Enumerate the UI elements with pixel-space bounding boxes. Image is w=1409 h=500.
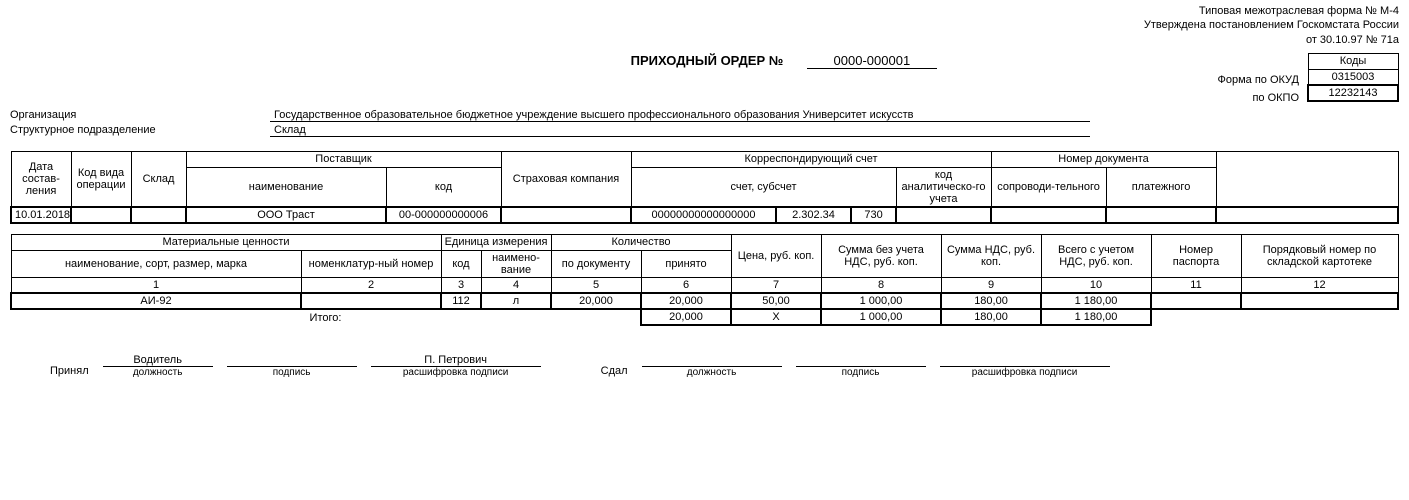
h-blank: [1216, 151, 1398, 207]
order-number: 0000-000001: [807, 53, 937, 69]
item-row: АИ-92 112 л 20,000 20,000 50,00 1 000,00…: [11, 293, 1398, 309]
r-acc3: 730: [851, 207, 896, 223]
h-accomp: сопроводи-тельного: [991, 167, 1106, 207]
h-unit-code: код: [441, 250, 481, 277]
received-decrypt: П. Петрович: [371, 354, 541, 367]
h-supplier-code: код: [386, 167, 501, 207]
h-opcode: Код вида операции: [71, 151, 131, 207]
h-total: Всего с учетом НДС, руб. коп.: [1041, 234, 1151, 277]
h-mat-name: наименование, сорт, размер, марка: [11, 250, 301, 277]
h-passport: Номер паспорта: [1151, 234, 1241, 277]
itogo-row: Итого: 20,000 X 1 000,00 180,00 1 180,00: [11, 309, 1398, 325]
h-qty-acc: принято: [641, 250, 731, 277]
h-nomen: номенклатур-ный номер: [301, 250, 441, 277]
received-position: Водитель: [103, 354, 213, 367]
org-value: Государственное образовательное бюджетно…: [270, 109, 1090, 122]
r-acc1: 00000000000000000: [631, 207, 776, 223]
r-acc2: 2.302.34: [776, 207, 851, 223]
r-supplier-code: 00-000000000006: [386, 207, 501, 223]
received-label: Принял: [50, 365, 89, 378]
h-payment: платежного: [1106, 167, 1216, 207]
h-sum-no-vat: Сумма без учета НДС, руб. коп.: [821, 234, 941, 277]
h-unit: Единица измерения: [441, 234, 551, 250]
r-supplier-name: ООО Траст: [186, 207, 386, 223]
okpo-value: 12232143: [1308, 85, 1398, 101]
h-unit-name: наимено-вание: [481, 250, 551, 277]
h-card: Порядковый номер по складской картотеке: [1241, 234, 1398, 277]
r-date: 10.01.2018: [11, 207, 71, 223]
items-table: Материальные ценности Единица измерения …: [10, 234, 1399, 327]
delivered-decrypt: [940, 366, 1110, 367]
h-account: счет, субсчет: [631, 167, 896, 207]
header-table: Дата состав- ления Код вида операции Скл…: [10, 151, 1399, 224]
document-title: ПРИХОДНЫЙ ОРДЕР № 0000-000001: [10, 53, 1218, 69]
item-name: АИ-92: [11, 293, 301, 309]
h-price: Цена, руб. коп.: [731, 234, 821, 277]
h-qty-doc: по документу: [551, 250, 641, 277]
h-supplier: Поставщик: [186, 151, 501, 167]
okud-value: 0315003: [1308, 69, 1398, 85]
h-date: Дата состав- ления: [11, 151, 71, 207]
h-docnum: Номер документа: [991, 151, 1216, 167]
form-line-2: Утверждена постановлением Госкомстата Ро…: [10, 18, 1399, 32]
received-sign: [227, 366, 357, 367]
form-approval-block: Типовая межотраслевая форма № М-4 Утверж…: [10, 4, 1399, 47]
h-supplier-name: наименование: [186, 167, 386, 207]
codes-header: Коды: [1308, 53, 1398, 69]
dept-label: Структурное подразделение: [10, 124, 270, 137]
signature-row: Принял Водитель должность подпись П. Пет…: [10, 354, 1399, 378]
org-label: Организация: [10, 109, 270, 122]
codes-block: Форма по ОКУД по ОКПО Коды 0315003 12232…: [1218, 53, 1400, 107]
okud-label: Форма по ОКУД: [1218, 71, 1300, 89]
h-vat: Сумма НДС, руб. коп.: [941, 234, 1041, 277]
h-anal: код аналитическо-го учета: [896, 167, 991, 207]
h-sklad: Склад: [131, 151, 186, 207]
delivered-label: Сдал: [601, 365, 628, 378]
h-qty: Количество: [551, 234, 731, 250]
okpo-label: по ОКПО: [1218, 89, 1300, 107]
form-line-1: Типовая межотраслевая форма № М-4: [10, 4, 1399, 18]
delivered-position: [642, 366, 782, 367]
h-insurance: Страховая компания: [501, 151, 631, 207]
delivered-sign: [796, 366, 926, 367]
h-corr: Корреспондирующий счет: [631, 151, 991, 167]
h-mat: Материальные ценности: [11, 234, 441, 250]
form-line-3: от 30.10.97 № 71а: [10, 33, 1399, 47]
col-numbers-row: 1 2 3 4 5 6 7 8 9 10 11 12: [11, 277, 1398, 293]
dept-value: Склад: [270, 124, 1090, 137]
itogo-label: Итого:: [11, 309, 641, 325]
table-row: 10.01.2018 ООО Траст 00-000000000006 000…: [11, 207, 1398, 223]
